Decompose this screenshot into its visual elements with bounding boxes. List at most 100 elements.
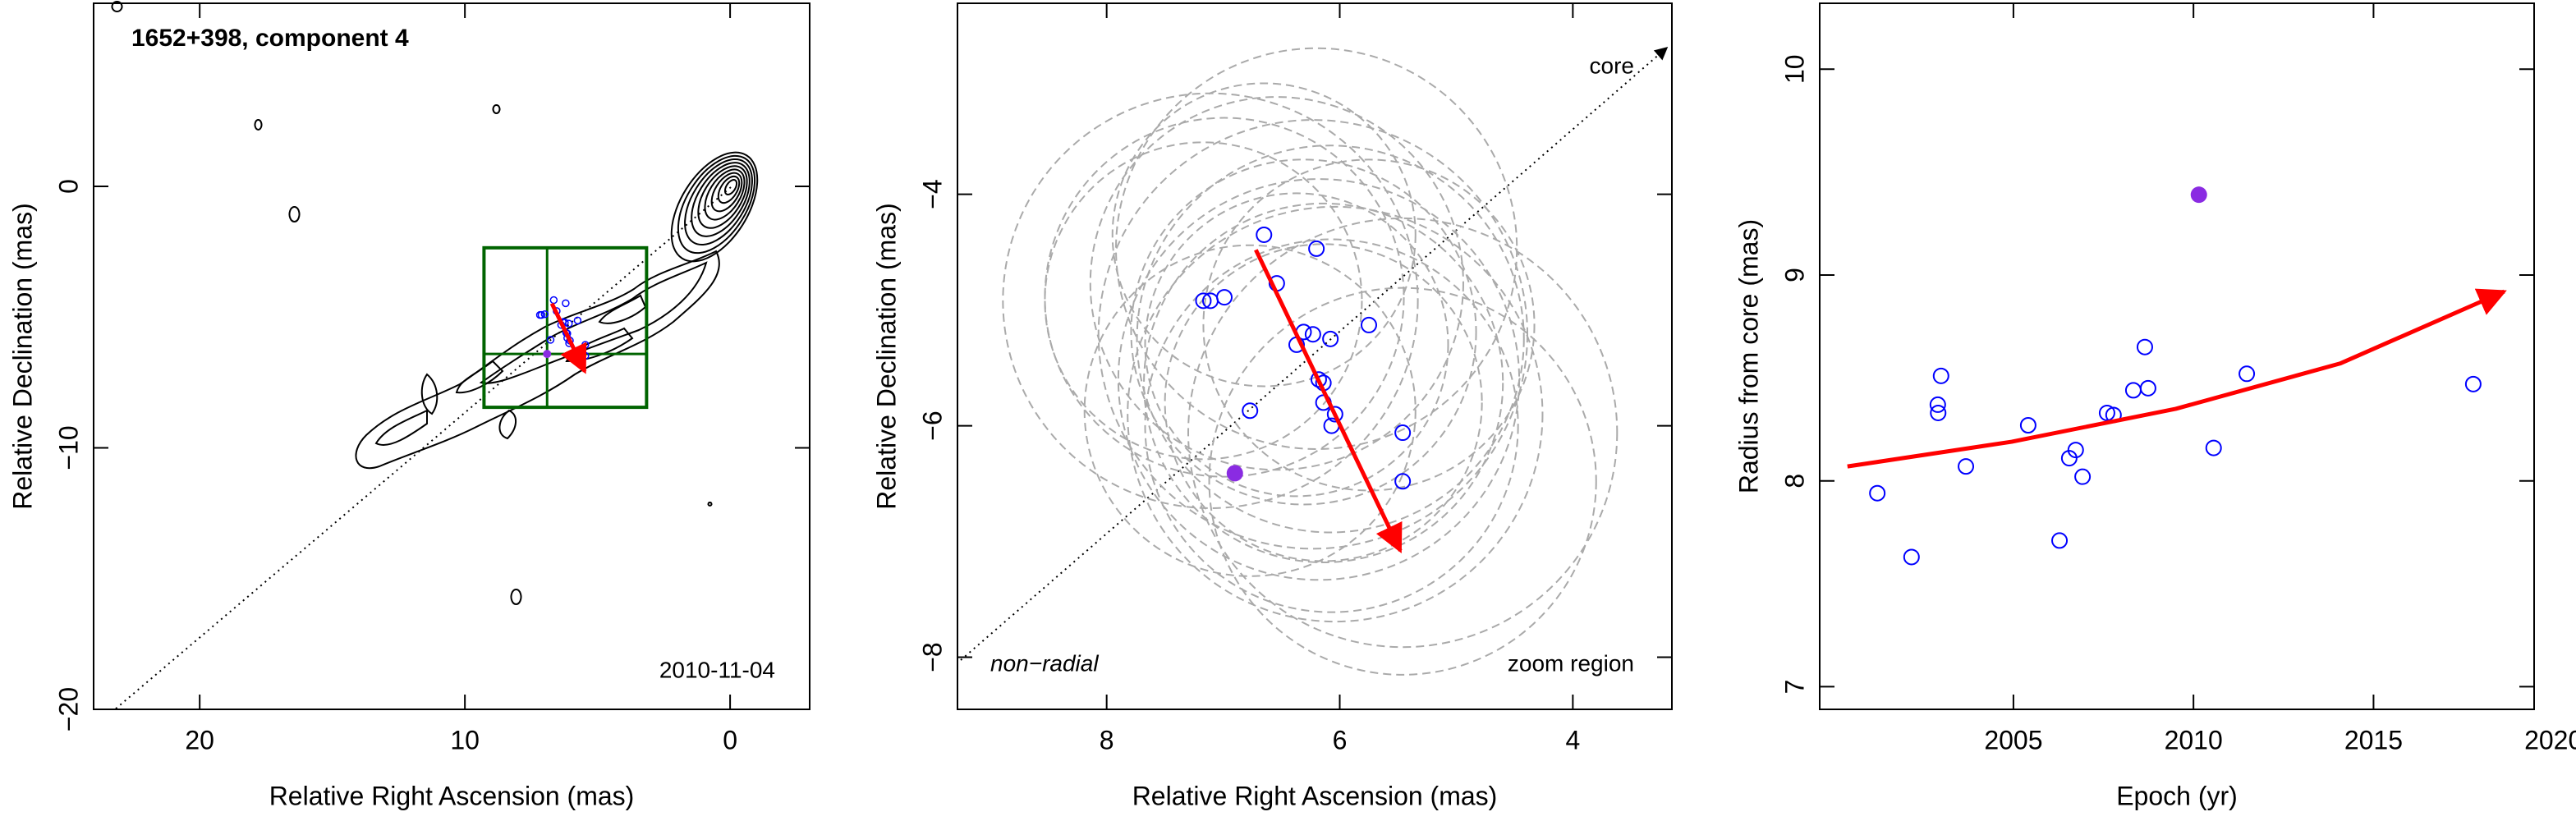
data-point — [1310, 371, 1327, 388]
date-label: 2010-11-04 — [659, 657, 775, 682]
contour — [254, 119, 263, 131]
data-point — [2464, 375, 2482, 392]
data-point — [2019, 416, 2036, 433]
data-point — [540, 310, 549, 319]
contour — [355, 250, 720, 469]
contour — [710, 172, 743, 213]
data-point — [2067, 442, 2084, 459]
data-point — [1304, 326, 1321, 343]
x-tick-label: 2020 — [2524, 725, 2576, 754]
contour — [684, 158, 753, 246]
fit-arrow — [1254, 249, 1403, 554]
data-point — [1256, 226, 1273, 243]
core-direction — [960, 46, 1669, 661]
data-point — [549, 296, 558, 305]
plot-frame — [93, 2, 810, 710]
y-tick-label: −10 — [53, 425, 83, 470]
highlight-point — [2190, 186, 2207, 204]
error-circle — [1117, 178, 1521, 581]
contour — [492, 104, 501, 114]
data-point — [2136, 338, 2153, 355]
data-point — [2098, 404, 2115, 421]
contour — [691, 162, 751, 237]
x-tick-label: 10 — [450, 725, 480, 754]
annotation: core — [1590, 53, 1634, 78]
data-point — [1869, 484, 1886, 502]
x-tick-label: 0 — [723, 725, 737, 754]
error-circle — [1083, 244, 1417, 577]
x-axis-title: Relative Right Ascension (mas) — [269, 781, 635, 810]
x-axis-title: Relative Right Ascension (mas) — [1132, 781, 1498, 810]
error-circle — [1144, 192, 1449, 498]
y-axis-title: Relative Declination (mas) — [871, 203, 901, 509]
y-axis-title: Relative Declination (mas) — [7, 203, 37, 509]
contour — [704, 168, 746, 221]
contour — [707, 502, 713, 507]
contour — [510, 589, 522, 605]
contour — [455, 360, 504, 394]
data-point — [1326, 406, 1343, 423]
x-tick-label: 4 — [1565, 725, 1580, 754]
data-point — [2205, 439, 2222, 456]
y-tick-label: 0 — [53, 179, 83, 194]
fit-arrow — [1847, 288, 2507, 469]
x-tick-label: 20 — [185, 725, 214, 754]
x-tick-label: 2015 — [2344, 725, 2403, 754]
error-circle — [1130, 158, 1477, 506]
error-circle — [1144, 238, 1519, 613]
error-circle — [1115, 47, 1518, 450]
contour — [479, 261, 708, 384]
error-circle — [1002, 92, 1419, 509]
error-circle — [1044, 117, 1405, 478]
error-circle — [1044, 141, 1363, 461]
y-tick-label: −4 — [917, 179, 947, 209]
error-circle — [1187, 217, 1619, 649]
error-circle — [1097, 119, 1529, 550]
error-circle — [1089, 96, 1464, 471]
data-point — [1929, 396, 1946, 413]
y-tick-label: 8 — [1779, 474, 1809, 488]
contour — [498, 409, 517, 440]
annotation: non−radial — [990, 650, 1099, 676]
data-point — [573, 316, 582, 325]
y-tick-label: −6 — [917, 410, 947, 440]
contour — [288, 206, 301, 222]
fit-arrow — [549, 302, 587, 374]
zoom-box — [482, 245, 649, 410]
error-circle — [1202, 158, 1536, 492]
data-point — [1932, 367, 1949, 384]
contour — [717, 175, 741, 204]
contour — [723, 179, 738, 195]
x-tick-label: 2010 — [2165, 725, 2223, 754]
data-point — [2060, 450, 2078, 467]
y-tick-label: −8 — [917, 642, 947, 672]
data-point — [1195, 292, 1212, 310]
data-point — [1360, 316, 1377, 333]
data-point — [1394, 473, 1412, 490]
contour — [670, 151, 759, 263]
core-direction — [114, 186, 732, 710]
contour — [697, 165, 748, 229]
data-point — [1903, 548, 1920, 566]
contour — [598, 294, 647, 324]
error-circle — [1208, 287, 1597, 676]
y-tick-label: 9 — [1779, 268, 1809, 282]
contour — [420, 373, 439, 415]
highlight-point — [1226, 465, 1243, 482]
data-point — [1242, 402, 1259, 420]
contour — [677, 154, 756, 255]
data-point — [1958, 458, 1975, 475]
highlight-point — [543, 350, 552, 359]
error-circle — [1111, 82, 1417, 388]
data-point — [537, 310, 546, 319]
chart-title: 1652+398, component 4 — [131, 25, 409, 52]
error-circle — [1136, 144, 1525, 534]
annotation: zoom region — [1508, 650, 1634, 676]
data-point — [2139, 379, 2156, 397]
data-point — [546, 336, 555, 344]
data-point — [2074, 468, 2092, 485]
contour-map — [111, 1, 759, 605]
plot-frame — [957, 2, 1673, 710]
